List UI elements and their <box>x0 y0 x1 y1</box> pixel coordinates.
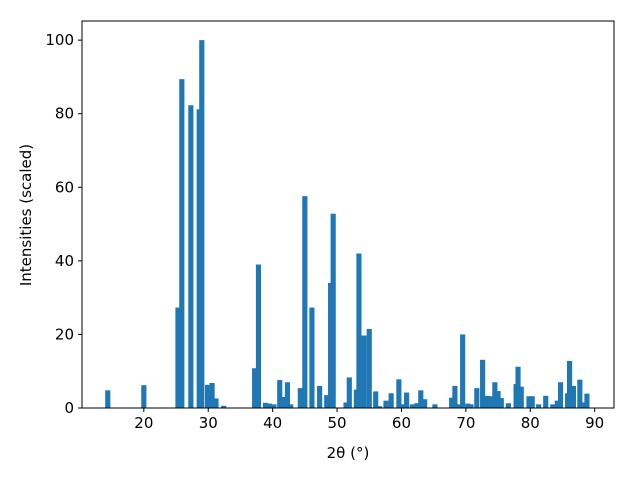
bar <box>383 400 389 408</box>
y-tick-label: 40 <box>55 252 74 270</box>
bar <box>456 404 462 408</box>
bar <box>366 328 372 408</box>
x-tick-label: 80 <box>521 414 540 432</box>
bar <box>361 335 367 408</box>
bar <box>474 388 480 408</box>
bar <box>353 389 359 408</box>
bar <box>409 404 415 408</box>
bar <box>205 384 211 408</box>
bar <box>465 403 471 408</box>
y-tick-label: 60 <box>55 178 74 196</box>
bar <box>480 359 486 408</box>
bar <box>460 334 466 408</box>
bar <box>388 393 394 408</box>
x-tick-label: 50 <box>328 414 347 432</box>
bar <box>529 396 535 408</box>
bar <box>400 404 406 408</box>
bar <box>543 395 549 408</box>
bar <box>518 386 524 408</box>
x-tick-label: 70 <box>456 414 475 432</box>
bar <box>284 382 291 408</box>
bar <box>199 40 205 409</box>
bar <box>105 390 111 408</box>
bar <box>396 379 402 408</box>
bar <box>280 396 286 408</box>
bar <box>141 385 147 408</box>
bar <box>356 253 362 408</box>
bar <box>266 403 272 408</box>
bar <box>324 395 330 408</box>
y-tick-label: 0 <box>64 399 74 417</box>
bar <box>584 393 590 408</box>
bar <box>495 391 501 408</box>
bar <box>550 404 556 408</box>
plot-frame <box>81 20 615 409</box>
bar <box>414 403 420 408</box>
bar <box>515 366 521 408</box>
bar <box>484 395 490 408</box>
bar <box>213 398 219 408</box>
bar <box>536 404 542 408</box>
bar <box>221 405 227 408</box>
bar <box>505 403 511 408</box>
bar <box>297 388 303 408</box>
bar <box>302 196 308 408</box>
bar <box>418 390 424 408</box>
bar <box>373 391 379 408</box>
bar <box>449 397 455 408</box>
bar <box>432 404 438 408</box>
bar <box>468 404 474 408</box>
y-tick-label: 80 <box>55 105 74 123</box>
bar <box>330 213 336 408</box>
bar <box>376 406 383 408</box>
bar <box>498 398 504 408</box>
x-tick-label: 40 <box>263 414 282 432</box>
y-tick-label: 20 <box>55 325 74 343</box>
bar <box>252 368 258 408</box>
bar <box>346 377 352 408</box>
bar <box>554 400 560 408</box>
bar <box>209 382 215 408</box>
y-axis-label: Intensities (scaled) <box>17 144 35 286</box>
bar <box>570 385 576 408</box>
bar <box>262 402 269 408</box>
bar <box>255 264 262 408</box>
x-tick-label: 90 <box>585 414 604 432</box>
bar <box>288 404 294 408</box>
bar <box>577 379 583 408</box>
x-axis-label: 2θ (°) <box>327 444 370 462</box>
bar <box>309 307 315 408</box>
bar <box>175 307 181 408</box>
bar <box>179 79 185 409</box>
bar <box>188 105 194 408</box>
bar <box>277 380 283 408</box>
bar <box>343 402 349 408</box>
bar <box>422 399 428 408</box>
x-tick-label: 60 <box>392 414 411 432</box>
bar <box>487 396 493 408</box>
x-tick-label: 30 <box>199 414 218 432</box>
bar <box>452 385 458 408</box>
bar <box>492 382 498 408</box>
bar <box>526 396 532 408</box>
bar <box>557 382 564 408</box>
bar <box>317 385 323 408</box>
y-tick-label: 100 <box>45 31 74 49</box>
bar <box>271 404 277 408</box>
bar <box>581 402 587 408</box>
bar <box>566 360 573 408</box>
x-tick-label: 20 <box>134 414 153 432</box>
bar <box>404 392 410 408</box>
